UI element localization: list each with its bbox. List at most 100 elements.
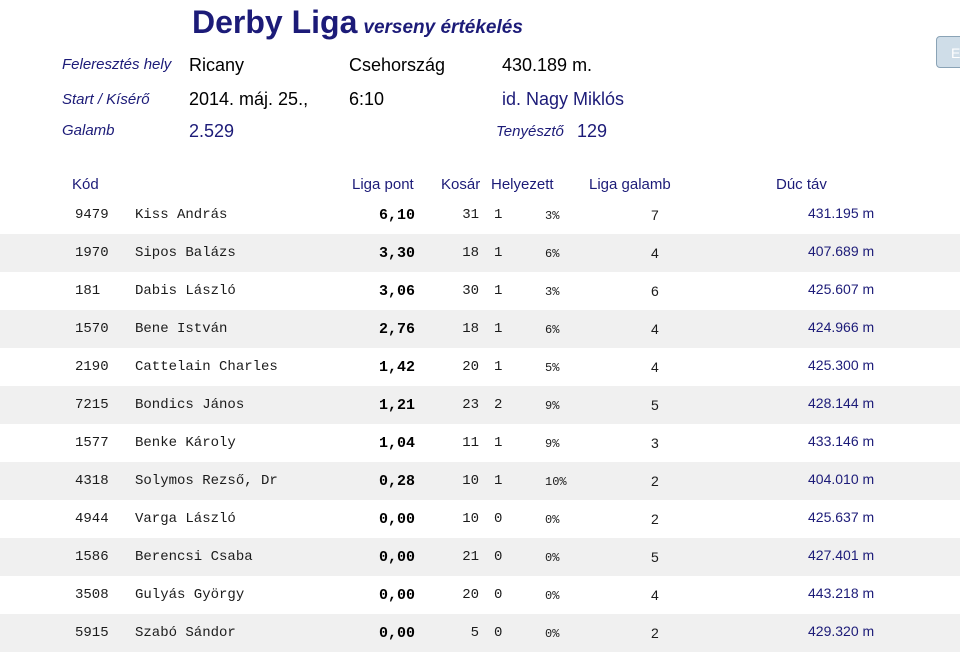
cell-code: 5915 [75, 625, 109, 641]
table-row: 9479 Kiss András 6,10 31 1 3% 7 431.195 m [0, 196, 960, 234]
cell-points: 0,00 [379, 587, 416, 604]
table-row: 4944 Varga László 0,00 10 0 0% 2 425.637 m [0, 500, 960, 538]
cell-name: Solymos Rezső, Dr [135, 473, 278, 489]
table-row: 181 Dabis László 3,06 30 1 3% 6 425.607 m [0, 272, 960, 310]
cell-distance: 429.320 m [808, 623, 875, 639]
cell-liga-pigeon: 5 [651, 549, 659, 565]
pigeon-count: 2.529 [189, 121, 235, 141]
results-table: 9479 Kiss András 6,10 31 1 3% 7 431.195 m 1970 Si… [0, 196, 960, 652]
cell-name: Berencsi Csaba [135, 549, 253, 565]
cell-distance: 425.607 m [808, 281, 875, 297]
cell-points: 6,10 [379, 207, 416, 224]
cell-liga-pigeon: 4 [651, 359, 659, 375]
header-distance: Dúc táv [776, 176, 827, 193]
cell-basket: 23 [462, 397, 479, 413]
cell-points: 0,28 [379, 473, 416, 490]
cell-code: 1570 [75, 321, 109, 337]
cell-name: Szabó Sándor [135, 625, 236, 641]
cell-points: 0,00 [379, 625, 416, 642]
start-escort: id. Nagy Miklós [502, 89, 625, 109]
cell-points: 3,30 [379, 245, 416, 262]
side-tab-button[interactable]: E [936, 36, 960, 68]
cell-placed: 1 [494, 245, 503, 261]
cell-name: Dabis László [135, 283, 236, 299]
cell-placed: 1 [494, 283, 503, 299]
cell-basket: 10 [462, 511, 479, 527]
cell-distance: 404.010 m [808, 471, 875, 487]
cell-points: 3,06 [379, 283, 416, 300]
cell-placed: 0 [494, 587, 503, 603]
header-liga-pigeon: Liga galamb [589, 176, 671, 193]
cell-basket: 31 [462, 207, 479, 223]
cell-percent: 0% [545, 551, 560, 565]
cell-code: 181 [75, 283, 101, 299]
cell-basket: 21 [462, 549, 479, 565]
cell-placed: 1 [494, 359, 503, 375]
cell-distance: 428.144 m [808, 395, 875, 411]
cell-placed: 0 [494, 625, 503, 641]
header-code: Kód [72, 176, 99, 193]
cell-distance: 431.195 m [808, 205, 875, 221]
cell-code: 9479 [75, 207, 109, 223]
cell-code: 7215 [75, 397, 109, 413]
table-row: 1970 Sipos Balázs 3,30 18 1 6% 4 407.689 m [0, 234, 960, 272]
cell-name: Bene István [135, 321, 228, 337]
table-row: 2190 Cattelain Charles 1,42 20 1 5% 4 425.300 m [0, 348, 960, 386]
cell-points: 1,21 [379, 397, 416, 414]
cell-liga-pigeon: 6 [651, 283, 659, 299]
release-place: Ricany [189, 55, 245, 75]
cell-name: Cattelain Charles [135, 359, 278, 375]
cell-percent: 10% [545, 475, 567, 489]
table-row: 1577 Benke Károly 1,04 11 1 9% 3 433.146 m [0, 424, 960, 462]
cell-liga-pigeon: 3 [651, 435, 659, 451]
header-basket: Kosár [441, 176, 481, 193]
cell-basket: 20 [462, 359, 479, 375]
cell-distance: 424.966 m [808, 319, 875, 335]
page-title: Derby Liga verseny értékelés [192, 4, 523, 41]
table-row: 4318 Solymos Rezső, Dr 0,28 10 1 10% 2 404.010 … [0, 462, 960, 500]
cell-liga-pigeon: 7 [651, 207, 659, 223]
cell-code: 3508 [75, 587, 109, 603]
start-date: 2014. máj. 25., [189, 89, 309, 109]
cell-percent: 3% [545, 209, 560, 223]
breeder-label: Tenyésztő [496, 123, 564, 140]
table-row: 3508 Gulyás György 0,00 20 0 0% 4 443.218 m [0, 576, 960, 614]
cell-percent: 0% [545, 513, 560, 527]
cell-points: 1,04 [379, 435, 416, 452]
cell-percent: 0% [545, 589, 560, 603]
cell-code: 1586 [75, 549, 109, 565]
cell-percent: 6% [545, 323, 560, 337]
title-sub: verseny értékelés [363, 17, 523, 38]
cell-basket: 20 [462, 587, 479, 603]
cell-distance: 425.637 m [808, 509, 875, 525]
cell-points: 2,76 [379, 321, 416, 338]
cell-placed: 1 [494, 207, 503, 223]
cell-points: 0,00 [379, 511, 416, 528]
cell-code: 4944 [75, 511, 109, 527]
cell-name: Bondics János [135, 397, 245, 413]
release-distance: 430.189 m. [502, 55, 593, 75]
pigeon-label: Galamb [62, 122, 115, 139]
header-points: Liga pont [352, 176, 414, 193]
cell-distance: 425.300 m [808, 357, 875, 373]
title-main: Derby Liga [192, 4, 358, 40]
cell-basket: 5 [470, 625, 479, 641]
start-label: Start / Kísérő [62, 91, 150, 108]
cell-basket: 10 [462, 473, 479, 489]
cell-name: Sipos Balázs [135, 245, 236, 261]
cell-name: Gulyás György [135, 587, 245, 603]
cell-code: 4318 [75, 473, 109, 489]
release-label: Feleresztés hely [62, 56, 172, 73]
cell-placed: 0 [494, 511, 503, 527]
cell-placed: 1 [494, 473, 503, 489]
cell-placed: 0 [494, 549, 503, 565]
cell-points: 0,00 [379, 549, 416, 566]
cell-name: Kiss András [135, 207, 228, 223]
cell-liga-pigeon: 4 [651, 321, 659, 337]
cell-percent: 3% [545, 285, 560, 299]
cell-basket: 18 [462, 245, 479, 261]
cell-distance: 433.146 m [808, 433, 875, 449]
cell-liga-pigeon: 4 [651, 587, 659, 603]
cell-placed: 1 [494, 435, 503, 451]
cell-liga-pigeon: 2 [651, 625, 659, 641]
